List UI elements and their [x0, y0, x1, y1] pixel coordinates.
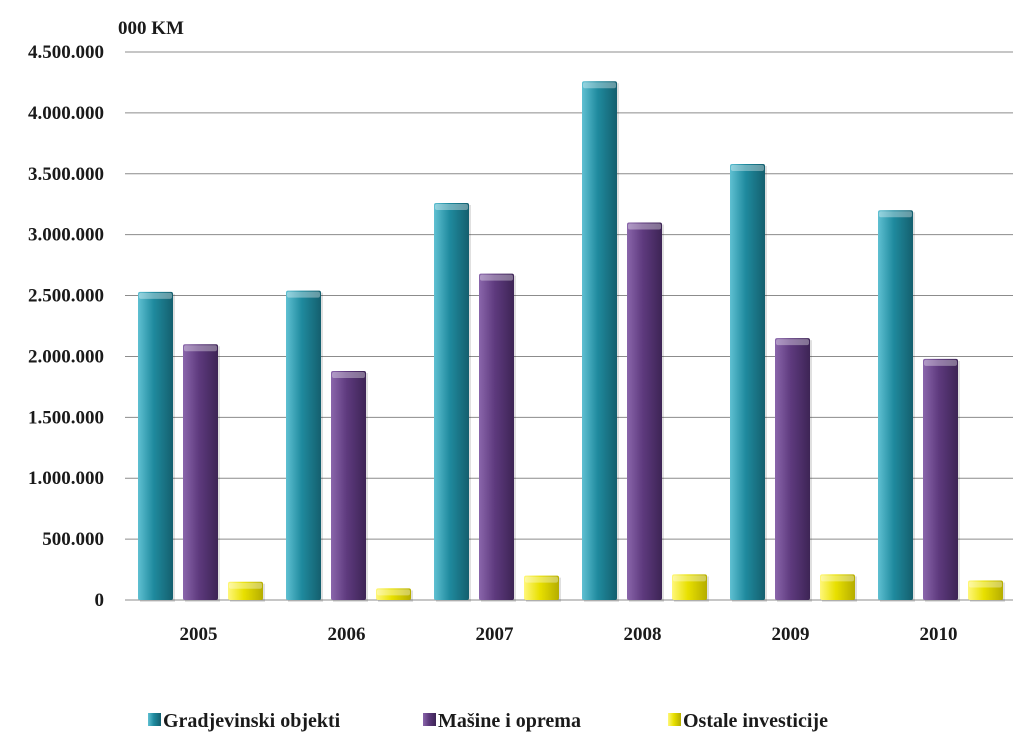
bar-highlight — [139, 292, 172, 299]
bar-ostale-investicije-2005 — [228, 581, 265, 602]
bar-highlight — [184, 345, 217, 352]
bar — [228, 581, 263, 600]
bar — [138, 291, 173, 600]
bar-gradjevinski-objekti-2005 — [138, 291, 175, 602]
bar-gradjevinski-objekti-2007 — [434, 203, 471, 602]
y-tick-label: 4.000.000 — [28, 103, 104, 124]
y-axis-tick-labels: 0 500.000 1.000.000 1.500.000 2.000.000 2.500… — [28, 42, 104, 611]
y-tick-label: 2.500.000 — [28, 286, 104, 307]
y-tick-label: 1.500.000 — [28, 407, 104, 428]
bar — [376, 588, 411, 600]
legend-item: Mašine i oprema — [423, 710, 581, 732]
bar — [878, 210, 913, 601]
y-tick-label: 2.000.000 — [28, 346, 104, 367]
y-tick-label: 4.500.000 — [28, 42, 104, 63]
bar-highlight — [377, 589, 410, 596]
bar — [775, 338, 810, 600]
bar-highlight — [332, 372, 365, 379]
y-tick-label: 500.000 — [42, 529, 104, 550]
bar — [730, 164, 765, 600]
bar — [286, 290, 321, 600]
bar — [331, 371, 366, 600]
bar-highlight — [673, 575, 706, 582]
y-tick-label: 0 — [95, 590, 105, 611]
x-tick-label: 2010 — [920, 624, 958, 645]
bar-ostale-investicije-2006 — [376, 588, 413, 602]
bar-highlight — [480, 274, 513, 281]
bar — [627, 222, 662, 600]
bar-ostale-investicije-2009 — [820, 574, 857, 602]
legend-label: Ostale investicije — [683, 710, 828, 732]
bar-masine-i-oprema-2009 — [775, 338, 812, 602]
bar-gradjevinski-objekti-2008 — [582, 81, 619, 602]
bar — [524, 575, 559, 600]
bar-highlight — [969, 581, 1002, 588]
bar-highlight — [776, 339, 809, 346]
gridlines — [125, 51, 1013, 601]
bar — [479, 273, 514, 600]
bar-highlight — [879, 211, 912, 218]
bar — [923, 358, 958, 600]
bars — [138, 81, 1005, 603]
x-tick-label: 2005 — [180, 624, 218, 645]
bar-ostale-investicije-2010 — [968, 580, 1005, 602]
bar-highlight — [525, 576, 558, 583]
x-tick-label: 2007 — [476, 624, 515, 645]
x-tick-label: 2006 — [328, 624, 366, 645]
bar — [968, 580, 1003, 600]
bar-masine-i-oprema-2007 — [479, 273, 516, 602]
y-tick-label: 1.000.000 — [28, 468, 104, 489]
bar — [183, 344, 218, 600]
x-tick-label: 2008 — [624, 624, 662, 645]
bar-masine-i-oprema-2010 — [923, 358, 960, 602]
bar — [820, 574, 855, 600]
bar-highlight — [229, 582, 262, 589]
bar-masine-i-oprema-2006 — [331, 371, 368, 602]
bar-masine-i-oprema-2008 — [627, 222, 664, 602]
bar-masine-i-oprema-2005 — [183, 344, 220, 602]
bar-gradjevinski-objekti-2010 — [878, 210, 915, 603]
legend-item: Gradjevinski objekti — [148, 710, 341, 732]
legend-label: Mašine i oprema — [438, 710, 581, 732]
bar-ostale-investicije-2007 — [524, 575, 561, 602]
bar-highlight — [731, 165, 764, 172]
bar-gradjevinski-objekti-2009 — [730, 164, 767, 602]
bar — [582, 81, 617, 600]
bar-highlight — [287, 291, 320, 298]
bar-highlight — [628, 223, 661, 230]
legend-swatch — [668, 713, 681, 726]
bar-gradjevinski-objekti-2006 — [286, 290, 323, 602]
bar-highlight — [821, 575, 854, 582]
unit-label: 000 KM — [118, 18, 184, 39]
bar — [672, 574, 707, 600]
legend: Gradjevinski objekti Mašine i oprema Ostal… — [148, 710, 828, 732]
bar-highlight — [435, 204, 468, 211]
bar-highlight — [583, 82, 616, 89]
legend-label: Gradjevinski objekti — [163, 710, 341, 732]
y-tick-label: 3.500.000 — [28, 164, 104, 185]
y-tick-label: 3.000.000 — [28, 225, 104, 246]
legend-item: Ostale investicije — [668, 710, 828, 732]
bar — [434, 203, 469, 600]
legend-swatch — [148, 713, 161, 726]
x-tick-label: 2009 — [772, 624, 810, 645]
legend-swatch — [423, 713, 436, 726]
bar-ostale-investicije-2008 — [672, 574, 709, 602]
bar-highlight — [924, 359, 957, 366]
x-axis-category-labels: 2005 2006 2007 2008 2009 2010 — [180, 624, 958, 645]
